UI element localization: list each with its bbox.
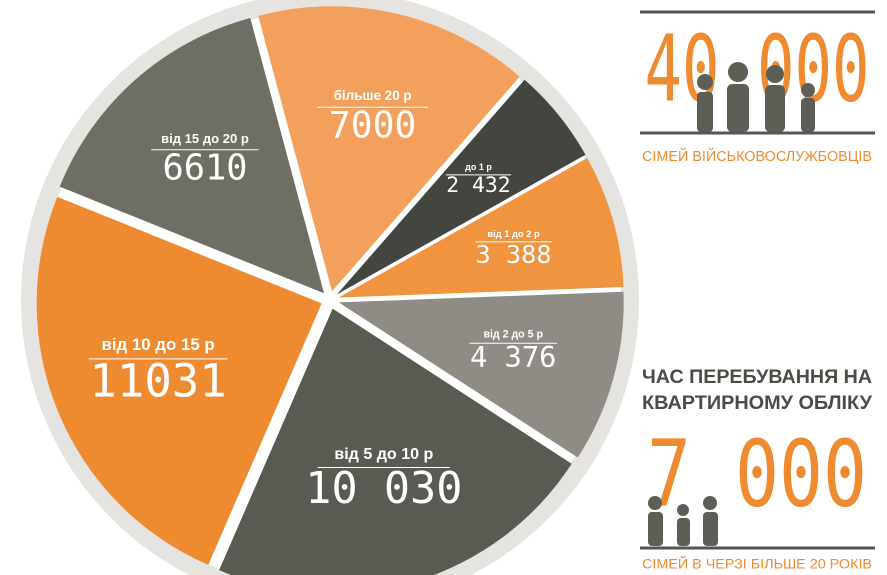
category-label: від 1 до 2 р	[487, 229, 540, 239]
pie-slice	[338, 157, 624, 298]
pie-slice	[36, 196, 322, 565]
pie-slice	[219, 308, 572, 575]
value-label: 6610	[162, 147, 247, 188]
category-label: від 2 до 5 р	[483, 329, 543, 341]
family-icon	[648, 496, 718, 546]
pie-slice	[338, 291, 624, 458]
caption: СІМЕЙ В ЧЕРЗІ БІЛЬШЕ 20 РОКІВ	[642, 555, 872, 572]
pie-slice	[336, 79, 586, 295]
value-label: 4 376	[470, 340, 556, 374]
side-panel: 40 000 СІМЕЙ ВІЙСЬКОВОСЛУЖБОВЦІВ ЧАС ПЕР…	[640, 10, 875, 572]
heading: КВАРТИРНОМУ ОБЛІКУ	[642, 393, 872, 414]
category-label: від 15 до 20 р	[161, 131, 249, 146]
heading: ЧАС ПЕРЕБУВАННЯ НА	[642, 367, 872, 388]
pie-slice	[59, 17, 325, 294]
value-label: 11031	[89, 355, 226, 408]
category-label: від 10 до 15 р	[101, 335, 214, 354]
category-label: від 5 до 10 р	[334, 445, 433, 463]
value-label: 2 432	[446, 173, 510, 198]
big-number: 40 000	[645, 15, 870, 122]
category-label: більше 20 р	[334, 88, 412, 103]
category-label: до 1 р	[465, 162, 492, 172]
caption: СІМЕЙ ВІЙСЬКОВОСЛУЖБОВЦІВ	[642, 147, 872, 165]
value-label: 7000	[329, 103, 417, 146]
outer-ring	[21, 0, 639, 575]
value-label: 10 030	[305, 464, 462, 514]
value-label: 3 388	[476, 240, 552, 269]
pie-slice	[258, 6, 520, 292]
family-icon	[697, 62, 815, 132]
